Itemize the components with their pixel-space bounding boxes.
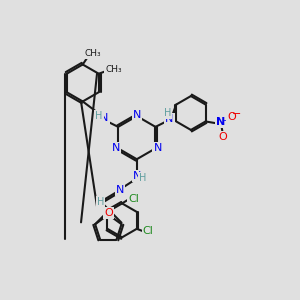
Text: Cl: Cl bbox=[143, 226, 154, 236]
Text: O: O bbox=[218, 132, 227, 142]
Text: N: N bbox=[165, 114, 173, 124]
Text: H: H bbox=[97, 196, 104, 206]
Text: O: O bbox=[227, 112, 236, 122]
Text: N: N bbox=[133, 171, 141, 181]
Text: N: N bbox=[116, 185, 124, 195]
Text: CH₃: CH₃ bbox=[105, 65, 122, 74]
Text: N: N bbox=[154, 143, 162, 153]
Text: N: N bbox=[133, 110, 141, 119]
Text: H: H bbox=[139, 173, 147, 183]
Text: +: + bbox=[222, 116, 229, 125]
Text: H: H bbox=[95, 111, 103, 121]
Text: CH₃: CH₃ bbox=[84, 49, 101, 58]
Text: N: N bbox=[100, 112, 109, 123]
Text: N: N bbox=[216, 117, 226, 127]
Text: Cl: Cl bbox=[128, 194, 139, 204]
Text: −: − bbox=[232, 109, 241, 119]
Text: H: H bbox=[164, 108, 172, 118]
Text: N: N bbox=[112, 143, 120, 153]
Text: O: O bbox=[104, 208, 113, 218]
